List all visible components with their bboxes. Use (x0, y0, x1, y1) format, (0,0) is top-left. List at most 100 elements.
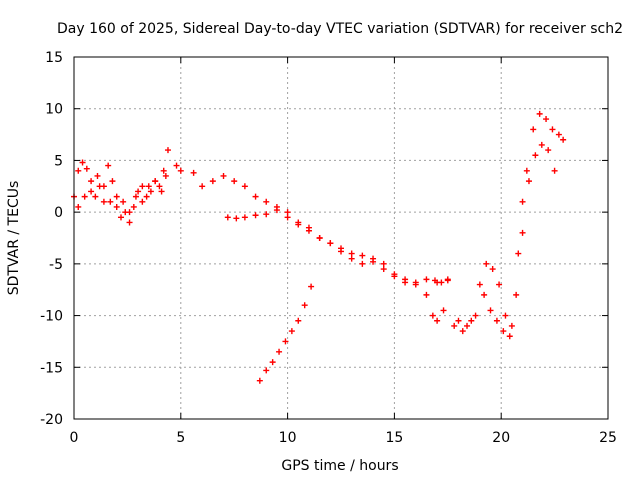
data-point (555, 131, 562, 138)
data-point (126, 209, 133, 216)
y-tick-label: 10 (45, 102, 63, 118)
data-point (451, 322, 458, 329)
data-point (508, 322, 515, 329)
data-point (113, 203, 120, 210)
x-tick-label: 25 (599, 430, 617, 446)
data-point (273, 207, 280, 214)
data-point (483, 260, 490, 267)
data-point (130, 203, 137, 210)
data-point (502, 312, 509, 319)
data-point (145, 183, 152, 190)
y-tick-label: 5 (54, 153, 63, 169)
y-tick-label: -10 (40, 309, 63, 325)
data-point (476, 281, 483, 288)
data-point (282, 338, 289, 345)
data-point (263, 367, 270, 374)
data-point (380, 266, 387, 273)
data-point (472, 312, 479, 319)
data-point (162, 172, 169, 179)
data-point (481, 291, 488, 298)
data-point (126, 219, 133, 226)
data-point (496, 281, 503, 288)
x-tick-label: 15 (385, 430, 403, 446)
data-point (305, 227, 312, 234)
y-tick-label: -5 (49, 257, 63, 273)
data-point (120, 198, 127, 205)
data-point (530, 126, 537, 133)
y-tick-label: 15 (45, 50, 63, 66)
data-point (173, 162, 180, 169)
data-point (233, 215, 240, 222)
grid-lines (74, 57, 608, 419)
data-point (295, 221, 302, 228)
data-point (100, 183, 107, 190)
data-point (506, 333, 513, 340)
data-point (515, 250, 522, 257)
data-point (252, 193, 259, 200)
x-tick-label: 5 (176, 430, 185, 446)
data-point (88, 188, 95, 195)
data-point (549, 126, 556, 133)
data-point (139, 183, 146, 190)
x-tick-label: 10 (279, 430, 297, 446)
data-point (338, 248, 344, 255)
data-point (147, 188, 154, 195)
data-point (519, 229, 526, 236)
series-sat-arc-6 (451, 110, 567, 335)
x-tick-label: 20 (492, 430, 510, 446)
data-point (434, 317, 441, 324)
data-point (92, 193, 99, 200)
data-point (513, 291, 520, 298)
data-point (160, 167, 167, 174)
data-point (348, 255, 355, 262)
data-point (94, 172, 101, 179)
data-point (359, 260, 366, 267)
axis-ticks: 0 5 10 15 20 25 -20 -15 -10 -5 0 5 10 15 (40, 50, 617, 446)
data-point (295, 317, 302, 324)
data-point (100, 198, 107, 205)
data-point (75, 203, 82, 210)
data-point (423, 276, 430, 283)
data-point (269, 359, 276, 366)
data-point (284, 209, 291, 216)
data-point (88, 178, 95, 185)
data-point (493, 317, 500, 324)
data-point (423, 291, 430, 298)
data-point (489, 266, 496, 273)
data-point (459, 328, 466, 335)
data-point (139, 198, 146, 205)
data-point (301, 302, 308, 309)
data-point (109, 178, 116, 185)
data-points (71, 110, 567, 384)
data-point (308, 283, 315, 290)
data-point (370, 258, 377, 265)
data-point (523, 167, 530, 174)
data-point (500, 328, 507, 335)
data-point (209, 178, 216, 185)
data-point (545, 147, 552, 154)
data-point (177, 167, 184, 174)
data-point (105, 162, 112, 169)
data-point (107, 198, 114, 205)
data-point (543, 116, 550, 123)
data-point (83, 165, 90, 172)
data-point (241, 183, 248, 190)
series-sat-arc-8 (431, 277, 451, 286)
y-tick-label: 0 (54, 205, 63, 221)
data-point (538, 141, 545, 148)
data-point (113, 193, 120, 200)
data-point (348, 250, 355, 257)
data-point (402, 279, 409, 286)
plot-frame (73, 56, 609, 420)
x-axis-label: GPS time / hours (281, 458, 398, 474)
data-point (190, 169, 197, 176)
data-point (444, 277, 451, 284)
data-point (284, 214, 291, 221)
data-point (412, 281, 419, 288)
data-point (156, 183, 163, 190)
data-point (391, 273, 398, 280)
y-tick-label: -20 (40, 412, 63, 428)
data-point (241, 214, 248, 221)
data-point (525, 178, 532, 185)
